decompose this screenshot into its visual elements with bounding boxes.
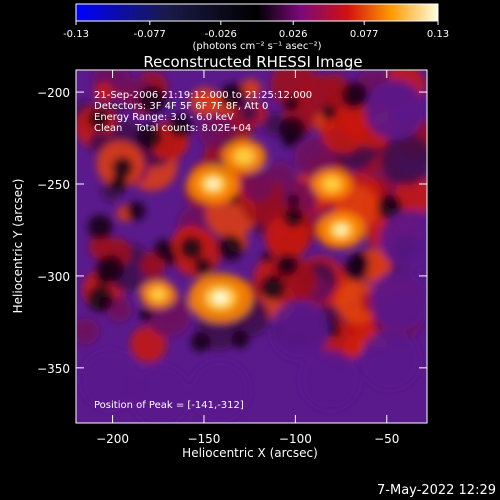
x-tick-label: −50 [374,432,399,446]
colorbar: -0.13 -0.077 -0.026 0.026 0.077 0.13 (photons… [63,3,449,52]
chart-title: Reconstructed RHESSI Image [143,53,362,71]
colorbar-tick-label: -0.13 [63,29,89,40]
colorbar-tick-label: 0.13 [427,29,449,40]
y-tick-label: −300 [37,270,70,284]
plot-frame [75,69,428,424]
annotation-energy-range: Energy Range: 3.0 - 6.0 keV [94,112,234,123]
heatmap-image [76,70,427,423]
colorbar-tick-label: -0.077 [134,29,166,40]
x-axis-label: Heliocentric X (arcsec) [182,446,318,460]
x-tick-label: −100 [279,432,312,446]
y-tick-label: −200 [37,86,70,100]
colorbar-gradient [75,3,439,22]
y-axis-label: Heliocentric Y (arcsec) [11,179,25,314]
colorbar-ticks: -0.13 -0.077 -0.026 0.026 0.077 0.13 [63,21,449,40]
x-tick-label: −150 [187,432,220,446]
annotation-detectors: Detectors: 3F 4F 5F 6F 7F 8F, Att 0 [94,101,268,112]
image-annotation: 21-Sep-2006 21:19:12.000 to 21:25:12.000… [94,90,312,411]
y-tick-label: −350 [37,362,70,376]
x-tick-label: −200 [96,432,129,446]
colorbar-tick-label: -0.026 [205,29,237,40]
annotation-peak-position: Position of Peak = [-141,-312] [94,400,244,411]
colorbar-tick-label: 0.077 [350,29,379,40]
axis-ticks: −200 −150 −100 −50 −200 −250 −300 −350 [37,70,427,446]
colorbar-tick-label: 0.026 [279,29,308,40]
y-tick-label: −250 [37,178,70,192]
date-stamp: 7-May-2022 12:29 [377,483,496,498]
annotation-clean-counts: Clean Total counts: 8.02E+04 [94,123,251,134]
annotation-time-range: 21-Sep-2006 21:19:12.000 to 21:25:12.000 [94,90,312,101]
colorbar-units: (photons cm⁻² s⁻¹ asec⁻²) [192,41,321,52]
